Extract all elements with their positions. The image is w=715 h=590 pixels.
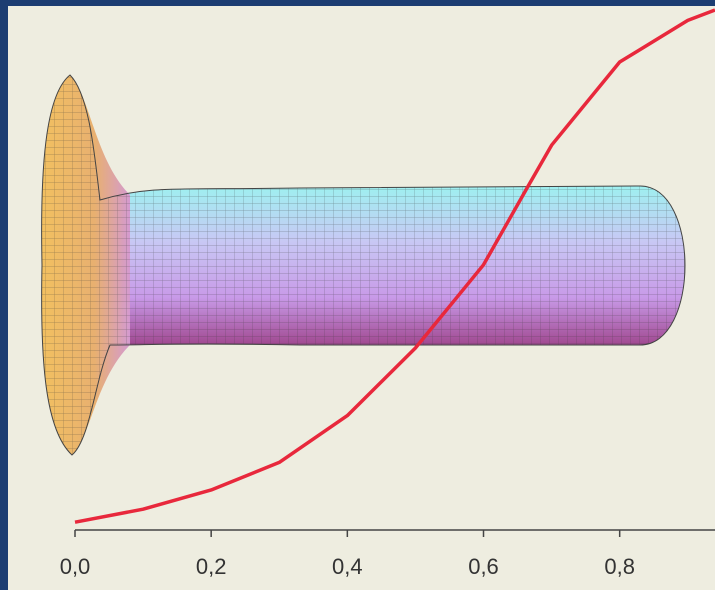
x-tick-label: 0,6 bbox=[468, 554, 499, 579]
page: 0,00,20,40,60,8 (() => { const data = JS… bbox=[0, 0, 715, 590]
x-tick-label: 0,4 bbox=[332, 554, 363, 579]
x-tick-label: 0,0 bbox=[60, 554, 91, 579]
chart: 0,0 0,2 0,4 0,6 0,8 bbox=[0, 0, 715, 590]
x-tick-label: 0,8 bbox=[604, 554, 635, 579]
x-tick-label: 0,2 bbox=[196, 554, 227, 579]
